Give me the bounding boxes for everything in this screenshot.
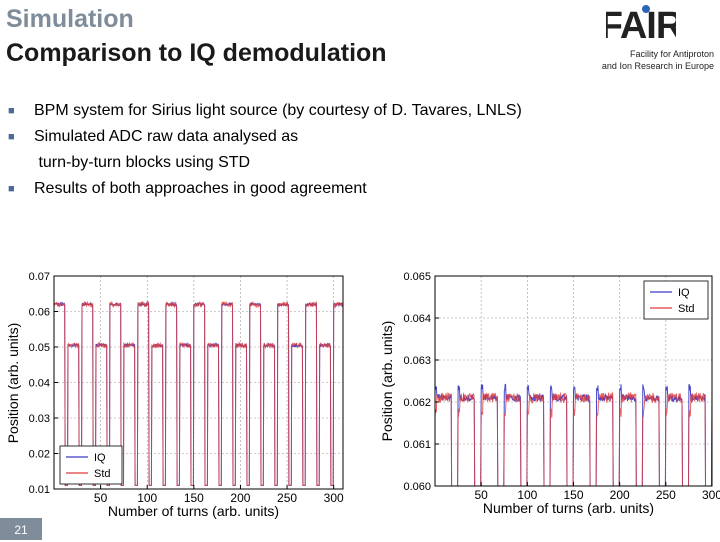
x-tick-label: 250 <box>277 491 297 505</box>
x-tick-label: 150 <box>184 491 204 505</box>
y-tick-label: 0.01 <box>29 484 50 496</box>
y-tick-label: 0.04 <box>29 378 50 390</box>
y-tick-label: 0.063 <box>403 355 431 367</box>
x-axis-label: Number of turns (arb. units) <box>108 503 279 519</box>
fair-logo-subtitle: Facility for Antiproton and Ion Research… <box>578 48 714 72</box>
fair-logo-wordmark: FAIR <box>606 5 676 44</box>
y-tick-label: 0.05 <box>29 342 50 354</box>
legend: IQ Std <box>59 445 123 485</box>
y-tick-label: 0.062 <box>403 397 431 409</box>
x-tick-label: 100 <box>137 491 157 505</box>
chart-1: 50 100 150 200 250 300 0.01 0.02 0.03 0.04 0.05 0.0… <box>5 271 344 519</box>
fair-logo: FAIR Facility for Antiproton and Ion Res… <box>578 2 718 74</box>
bullet-item-3: ■ Results of both approaches in good agr… <box>8 176 628 202</box>
fair-logo-subtitle-1: Facility for Antiproton <box>629 49 714 59</box>
x-tick-label: 300 <box>702 488 720 502</box>
x-tick-label: 50 <box>474 488 488 502</box>
fair-logo-subtitle-2: and Ion Research in Europe <box>601 61 714 71</box>
bullet-square-icon: ■ <box>8 183 15 195</box>
fair-wordmark-text: FAIR <box>606 5 676 44</box>
y-axis-label: Position (arb. units) <box>5 323 21 444</box>
x-tick-label: 50 <box>94 491 108 505</box>
series-line-iq <box>434 383 713 487</box>
bullet-item-1: ■ BPM system for Sirius light source (by… <box>8 98 628 124</box>
legend-box <box>643 280 709 320</box>
bullet-text: turn-by-turn blocks using STD <box>34 154 251 171</box>
bullet-item-2-continuation: turn-by-turn blocks using STD <box>8 150 628 176</box>
legend-box <box>59 445 123 485</box>
fair-logo-dot <box>642 5 650 13</box>
series-line-std <box>434 391 713 487</box>
page-number: 21 <box>0 518 42 540</box>
legend-label-iq: IQ <box>94 452 106 464</box>
y-tick-label: 0.06 <box>29 307 50 319</box>
x-tick-label: 250 <box>656 488 676 502</box>
y-tick-label: 0.03 <box>29 413 50 425</box>
y-tick-label: 0.065 <box>403 271 431 283</box>
legend: IQ Std <box>643 280 709 320</box>
x-axis-label: Number of turns (arb. units) <box>483 500 654 516</box>
y-tick-label: 0.061 <box>403 439 431 451</box>
bullet-text: BPM system for Sirius light source (by c… <box>34 102 522 119</box>
series-line-std <box>53 300 344 486</box>
y-tick-label: 0.02 <box>29 449 50 461</box>
x-tick-label: 100 <box>517 488 537 502</box>
x-tick-label: 300 <box>324 491 344 505</box>
legend-label-std: Std <box>94 468 111 480</box>
bullet-square-icon: ■ <box>8 105 15 117</box>
y-axis-label: Position (arb. units) <box>379 321 395 442</box>
legend-label-std: Std <box>678 303 695 315</box>
bullet-item-2: ■ Simulated ADC raw data analysed as <box>8 124 628 150</box>
slide-title-line-1: Simulation <box>6 5 134 33</box>
bullet-text: Simulated ADC raw data analysed as <box>34 128 299 145</box>
x-tick-label: 200 <box>610 488 630 502</box>
y-tick-label: 0.064 <box>403 313 431 325</box>
y-tick-label: 0.060 <box>403 481 431 493</box>
bullet-square-icon: ■ <box>8 131 15 143</box>
y-tick-label: 0.07 <box>29 271 50 283</box>
legend-label-iq: IQ <box>678 287 690 299</box>
chart-2: 50 100 150 200 250 300 0.060 0.061 0.062 0.063 0.0… <box>379 271 720 516</box>
slide-title-line-2: Comparison to IQ demodulation <box>6 39 387 67</box>
bullet-text: Results of both approaches in good agree… <box>34 180 367 197</box>
x-tick-label: 150 <box>563 488 583 502</box>
bullet-list: ■ BPM system for Sirius light source (by… <box>8 98 628 202</box>
x-tick-label: 200 <box>230 491 250 505</box>
